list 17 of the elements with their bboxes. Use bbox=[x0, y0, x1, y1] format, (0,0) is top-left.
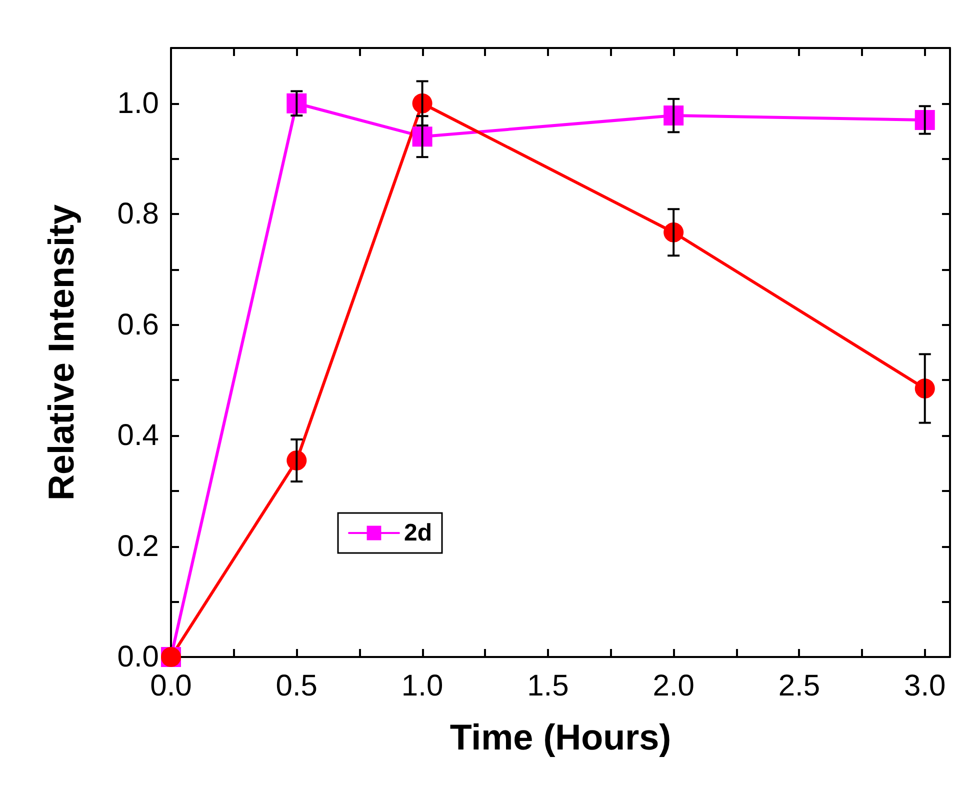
y-tick-label: 0.4 bbox=[117, 419, 159, 452]
y-tick-label: 1.0 bbox=[117, 86, 159, 120]
y-tick-label: 0.6 bbox=[117, 308, 159, 342]
legend-label: 2d bbox=[404, 520, 432, 546]
x-axis-title: Time (Hours) bbox=[450, 716, 672, 758]
x-tick-label: 0.5 bbox=[276, 670, 318, 702]
x-tick-label: 1.5 bbox=[527, 670, 569, 702]
x-tick-label: 2.5 bbox=[778, 670, 820, 702]
y-tick-label: 0.8 bbox=[117, 198, 159, 231]
y-axis-title: Relative Intensity bbox=[40, 204, 82, 501]
point bbox=[914, 110, 935, 130]
y-tick-label: 0.2 bbox=[117, 530, 159, 563]
x-tick-label: 2.0 bbox=[652, 670, 694, 702]
point bbox=[664, 106, 684, 126]
x-tick-label: 3.0 bbox=[904, 670, 946, 702]
point bbox=[286, 93, 307, 114]
x-tick-label: 1.0 bbox=[401, 670, 444, 702]
